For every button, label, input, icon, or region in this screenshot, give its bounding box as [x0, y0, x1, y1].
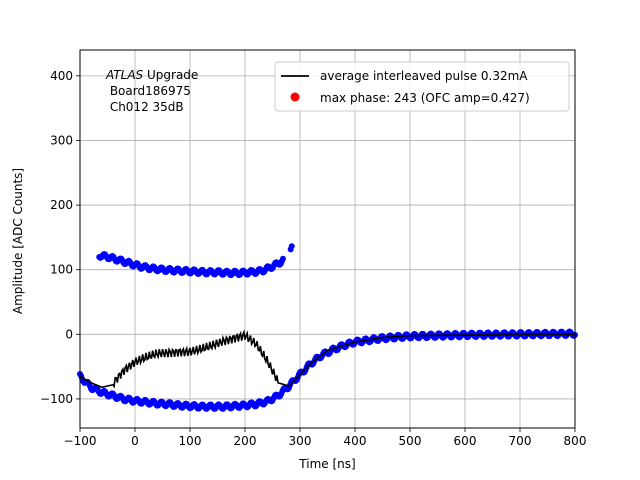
x-tick-label: 800: [564, 434, 587, 448]
annotation-upgrade: Upgrade: [143, 68, 198, 82]
axes-frame: [79, 49, 576, 429]
x-tick-label: 400: [344, 434, 367, 448]
series-line-average-pulse: [79, 329, 575, 389]
y-tick-label: −100: [40, 392, 73, 406]
y-axis-label: Amplitude [ADC Counts]: [11, 168, 25, 314]
x-tick-label: 500: [399, 434, 422, 448]
legend-dot-marker: [290, 92, 300, 102]
x-tick-label: 200: [234, 434, 257, 448]
svg-text:ATLAS Upgrade: ATLAS Upgrade: [105, 68, 198, 82]
x-tick-label: −100: [64, 434, 97, 448]
y-tick-label: 300: [50, 133, 73, 147]
x-tick-label: 0: [131, 434, 139, 448]
plot-series: [77, 243, 578, 412]
y-tick-label: 100: [50, 263, 73, 277]
legend: average interleaved pulse 0.32mA max pha…: [274, 61, 570, 112]
scatter-point-upper: [279, 255, 286, 262]
y-tick-label: 200: [50, 198, 73, 212]
annotation-board: Board186975: [106, 84, 191, 98]
scatter-point-upper: [288, 243, 295, 250]
x-axis-ticks: −100 0 100 200 300 400 500 600 700 800: [64, 428, 587, 448]
annotation: ATLAS Upgrade Board186975 Ch012 35dB: [105, 68, 198, 114]
x-tick-label: 700: [509, 434, 532, 448]
annotation-atlas: ATLAS: [105, 68, 144, 82]
x-tick-label: 300: [289, 434, 312, 448]
x-tick-label: 100: [179, 434, 202, 448]
y-tick-label: 400: [50, 69, 73, 83]
legend-label-maxphase: max phase: 243 (OFC amp=0.427): [320, 91, 530, 105]
annotation-channel: Ch012 35dB: [106, 100, 184, 114]
legend-label-avg: average interleaved pulse 0.32mA: [320, 69, 528, 83]
y-tick-label: 0: [65, 327, 73, 341]
y-axis-ticks: −100 0 100 200 300 400: [40, 69, 80, 406]
x-axis-label: Time [ns]: [298, 457, 355, 471]
x-tick-label: 600: [454, 434, 477, 448]
